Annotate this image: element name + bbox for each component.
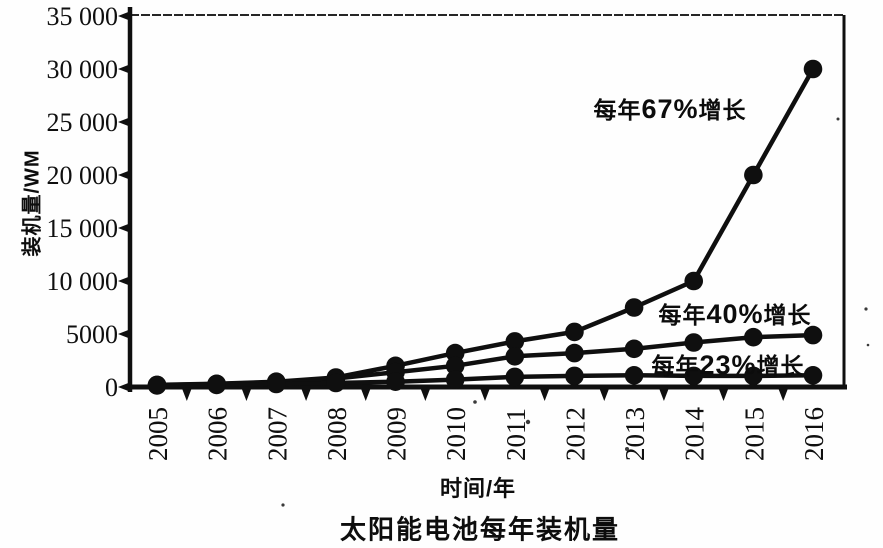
annotation-prefix: 每年 — [658, 302, 707, 328]
x-axis-tick — [301, 388, 312, 401]
data-point-40-2010 — [445, 356, 465, 376]
y-tick-label: 0 — [105, 373, 118, 402]
data-point-40-2015 — [744, 327, 763, 347]
x-axis-tick — [778, 388, 789, 401]
scan-speck — [866, 343, 870, 347]
x-axis-title: 时间/年 — [439, 476, 517, 501]
y-axis-tick — [118, 117, 131, 127]
data-point-23-2016 — [803, 366, 823, 385]
x-tick-label: 2007 — [262, 407, 292, 461]
data-point-23-2008 — [326, 373, 346, 393]
annotation-growth-23: 每年23%增长 — [651, 347, 804, 381]
data-point-23-2015 — [744, 366, 763, 386]
y-tick-label: 10 000 — [47, 267, 119, 296]
x-axis-tick — [479, 388, 490, 401]
data-point-23-2011 — [505, 367, 525, 387]
data-point-23-2010 — [445, 370, 465, 389]
y-axis-tick — [118, 170, 131, 180]
x-tick-label: 2010 — [441, 407, 471, 461]
annotation-suffix: 增长 — [756, 353, 805, 379]
data-point-23-2005 — [147, 376, 167, 395]
data-point-23-2007 — [266, 374, 286, 394]
x-tick-label: 2005 — [143, 407, 173, 461]
y-axis-tick — [118, 11, 131, 21]
y-tick-label: 25 000 — [47, 108, 119, 137]
x-axis-tick — [718, 388, 729, 401]
annotation-rate: 40% — [706, 299, 764, 329]
y-axis-title: 装机量/WM — [21, 149, 44, 257]
y-axis-tick — [118, 329, 131, 339]
scan-speck — [864, 307, 868, 311]
scan-speck — [625, 447, 629, 451]
x-axis-tick — [420, 388, 431, 401]
x-tick-label: 2015 — [739, 407, 769, 461]
x-tick-label: 2013 — [620, 407, 650, 461]
x-tick-label: 2009 — [382, 407, 412, 461]
x-tick-label: 2006 — [203, 407, 233, 461]
x-tick-label: 2012 — [560, 407, 590, 461]
y-tick-label: 20 000 — [47, 161, 119, 190]
y-axis-tick — [118, 276, 131, 286]
x-axis-tick — [181, 388, 192, 401]
x-tick-label: 2008 — [322, 407, 352, 461]
data-point-40-2014 — [684, 333, 704, 352]
annotation-rate: 67% — [641, 94, 699, 124]
data-point-40-2011 — [505, 347, 525, 366]
data-point-67-2011 — [505, 332, 525, 351]
series-line-23 — [154, 373, 816, 388]
data-point-23-2012 — [565, 366, 584, 386]
y-axis-tick — [118, 223, 131, 233]
x-axis-tick — [539, 388, 550, 401]
annotation-prefix: 每年 — [593, 97, 642, 123]
scan-speck — [473, 400, 477, 404]
scan-speck — [281, 503, 285, 507]
y-axis-tick — [118, 382, 131, 392]
data-point-40-2013 — [624, 339, 644, 359]
data-point-67-2016 — [803, 59, 823, 79]
scan-speck — [525, 419, 531, 425]
scan-speck — [836, 117, 840, 121]
x-tick-label: 2014 — [680, 407, 710, 462]
data-point-23-2006 — [207, 375, 226, 395]
y-tick-label: 30 000 — [47, 55, 119, 84]
data-point-67-2012 — [565, 322, 584, 342]
y-tick-label: 5000 — [66, 320, 118, 349]
data-point-67-2015 — [744, 165, 763, 185]
x-axis-tick — [599, 388, 610, 401]
data-point-67-2013 — [624, 298, 644, 317]
chart-title: 太阳能电池每年装机量 — [339, 514, 621, 545]
data-point-23-2009 — [386, 372, 405, 392]
x-tick-label: 2011 — [501, 408, 531, 461]
x-axis-tick — [360, 388, 371, 401]
y-axis-tick — [118, 64, 131, 74]
data-point-40-2016 — [803, 325, 823, 345]
data-point-23-2014 — [684, 366, 704, 386]
data-point-40-2012 — [565, 343, 584, 363]
data-point-67-2014 — [684, 271, 704, 291]
annotation-suffix: 增长 — [698, 97, 747, 123]
annotation-rate: 23% — [699, 350, 757, 380]
annotation-suffix: 增长 — [763, 302, 812, 328]
x-axis-tick — [241, 388, 252, 401]
data-point-23-2013 — [624, 366, 644, 385]
annotation-prefix: 每年 — [651, 353, 700, 379]
x-axis-tick — [658, 388, 669, 401]
y-tick-label: 35 000 — [47, 2, 119, 31]
annotation-growth-67: 每年67%增长 — [593, 91, 746, 125]
annotation-growth-40: 每年40%增长 — [658, 296, 811, 330]
x-tick-label: 2016 — [799, 407, 829, 461]
y-tick-label: 15 000 — [47, 214, 119, 243]
